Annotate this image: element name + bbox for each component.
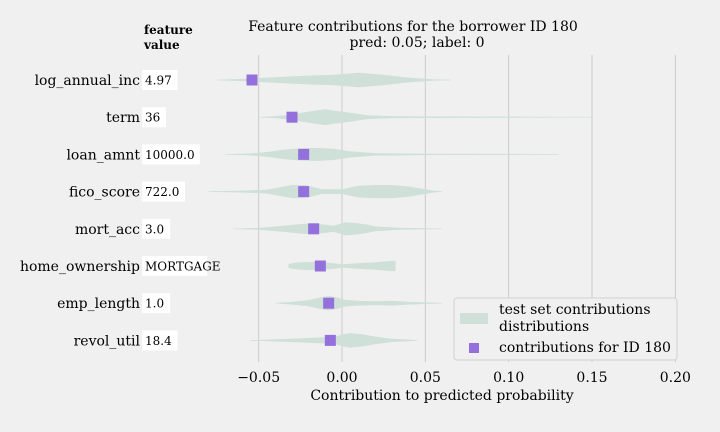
value-header-line1: feature [144,23,193,37]
feature-value-label: 18.4 [145,334,172,348]
feature-value-box [142,70,178,90]
legend-point-label: contributions for ID 180 [499,340,671,356]
feature-value-box [142,107,166,128]
y-tick-label: log_annual_inc [35,73,141,89]
feature-value-label: 722.0 [145,185,179,199]
x-axis-ticks: −0.05 0.00 0.05 0.10 0.15 0.20 [237,370,691,386]
violin-log_annual_inc [216,72,451,88]
feature-value-label: MORTGAGE [145,260,221,274]
x-tick-label: 0.15 [576,370,607,386]
legend-point-swatch [469,343,479,353]
legend-violin-swatch [460,313,488,324]
feature-value-label: 4.97 [145,74,172,88]
chart-subtitle: pred: 0.05; label: 0 [349,35,484,51]
legend-frame [453,297,678,361]
feature-value-box [142,218,171,239]
point-term [286,111,298,123]
legend-violin-label-line1: test set contributions [499,302,651,318]
feature-value-box [142,330,178,351]
x-axis-label: Contribution to predicted probability [310,388,573,404]
feature-value-box [142,144,200,165]
violin-term [258,109,593,126]
y-tick-label: term [106,110,140,126]
violin-fico_score [208,185,443,199]
point-log_annual_inc [246,74,258,86]
y-tick-label: mort_acc [75,222,140,238]
x-tick-label: 0.10 [493,370,524,386]
x-tick-label: 0.20 [660,370,691,386]
point-home_ownership [314,260,326,272]
point-mort_acc [308,223,320,235]
y-tick-label: emp_length [57,296,140,312]
y-tick-label: home_ownership [20,259,140,275]
x-tick-label: −0.05 [237,370,280,386]
point-fico_score [298,186,310,198]
feature-value-label: 3.0 [145,222,164,236]
x-tick-label: 0.00 [326,370,357,386]
legend-violin-label-line2: distributions [499,319,589,335]
point-series [246,74,336,346]
point-emp_length [323,297,335,309]
violin-mort_acc [233,222,443,236]
point-revol_util [324,334,336,346]
x-tick-label: 0.05 [410,370,441,386]
violin-emp_length [275,295,443,311]
grid-lines [258,55,676,362]
value-header-line2: value [143,38,180,52]
point-loan_amnt [298,148,310,160]
feature-value-box [142,293,171,314]
y-tick-label: loan_amnt [66,147,140,163]
feature-value-label: 36 [145,111,160,125]
legend: test set contributions distributions con… [453,297,678,361]
feature-value-label: 1.0 [145,297,164,311]
y-tick-label: revol_util [74,333,141,349]
feature-value-label: 10000.0 [145,148,195,162]
feature-value-box [142,181,185,202]
chart-title: Feature contributions for the borrower I… [248,19,578,35]
y-tick-label: fico_score [69,185,140,201]
y-axis-labels: log_annual_inc 4.97 term 36 loan_amnt 10000.0… [20,70,221,351]
feature-value-box [142,256,208,276]
